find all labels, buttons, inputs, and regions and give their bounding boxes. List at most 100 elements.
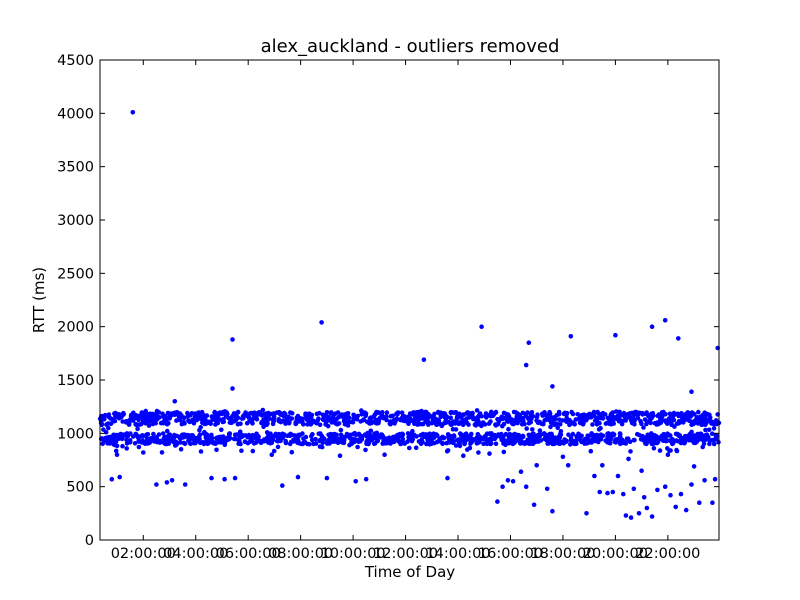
data-point (353, 479, 359, 484)
data-point (628, 449, 633, 454)
data-point (251, 441, 257, 446)
data-point (623, 441, 629, 446)
data-point (333, 411, 338, 417)
data-point (345, 423, 351, 428)
data-point (297, 419, 303, 424)
data-point (276, 437, 282, 442)
data-point (691, 464, 697, 469)
data-point (167, 414, 173, 420)
x-tick-label: 18:00:00 (530, 546, 595, 562)
data-point (234, 432, 239, 437)
data-point (697, 500, 702, 506)
data-point (547, 411, 553, 416)
data-point (557, 422, 563, 427)
data-point (324, 410, 330, 415)
data-point (106, 425, 111, 431)
data-point (474, 416, 480, 422)
data-point (476, 450, 481, 455)
data-point (289, 449, 295, 455)
data-point (531, 502, 537, 508)
data-point (213, 422, 218, 427)
data-point (461, 437, 466, 442)
data-point (198, 449, 204, 454)
data-point (597, 489, 602, 495)
data-point (130, 417, 136, 422)
data-point (442, 414, 448, 420)
data-point (433, 432, 439, 437)
data-point (499, 431, 504, 437)
data-point (269, 452, 275, 458)
data-point (635, 415, 641, 421)
data-point (657, 448, 663, 453)
data-point (644, 421, 649, 427)
data-point (487, 436, 493, 442)
data-point (127, 438, 133, 443)
data-point (702, 420, 707, 425)
data-point (545, 441, 550, 446)
data-point (600, 433, 606, 439)
data-point (359, 412, 365, 417)
data-point (613, 440, 619, 445)
data-point (449, 421, 455, 427)
data-point (523, 484, 529, 490)
data-point (649, 514, 655, 519)
data-point (488, 441, 494, 446)
data-point (367, 416, 373, 421)
data-point (550, 435, 555, 441)
data-point (407, 445, 412, 451)
data-point (636, 511, 642, 516)
x-tick-label: 16:00:00 (478, 546, 543, 562)
data-point (226, 437, 232, 442)
data-point (457, 420, 463, 425)
data-point (174, 418, 179, 423)
data-point (685, 434, 691, 440)
data-point (159, 450, 165, 455)
data-point (589, 433, 595, 438)
data-point (489, 409, 494, 415)
data-point (564, 412, 569, 417)
data-point (421, 357, 427, 363)
data-point (289, 416, 295, 421)
data-point (709, 431, 715, 437)
data-point (363, 476, 369, 482)
data-point (518, 469, 524, 475)
data-point (182, 415, 187, 421)
data-point (621, 491, 626, 497)
data-point (226, 416, 232, 421)
data-point (668, 492, 673, 498)
data-point (187, 440, 193, 446)
x-tick-label: 08:00:00 (268, 546, 333, 562)
data-point (463, 434, 468, 439)
data-point (230, 337, 235, 342)
x-tick-label: 20:00:00 (583, 546, 648, 562)
data-point (425, 419, 431, 424)
data-point (352, 430, 358, 436)
data-point (431, 414, 436, 419)
data-point (123, 419, 129, 424)
data-point (217, 417, 222, 422)
data-point (366, 441, 371, 447)
data-point (313, 436, 318, 442)
data-point (579, 433, 584, 439)
data-point (369, 420, 375, 426)
y-tick-label: 4000 (57, 106, 94, 122)
data-point (557, 435, 563, 440)
y-tick-label: 500 (66, 480, 94, 496)
data-point (644, 505, 650, 511)
data-point (416, 439, 422, 444)
data-point (455, 413, 461, 418)
data-point (109, 476, 115, 482)
data-point (164, 480, 170, 485)
data-point (378, 432, 384, 437)
data-point (438, 410, 444, 416)
data-point (665, 452, 671, 458)
data-point (643, 411, 649, 417)
data-point (395, 410, 401, 415)
data-point (119, 414, 124, 420)
data-point (459, 433, 464, 439)
data-point (114, 452, 120, 458)
data-point (656, 436, 661, 442)
data-point (501, 410, 507, 416)
data-point (303, 434, 309, 440)
